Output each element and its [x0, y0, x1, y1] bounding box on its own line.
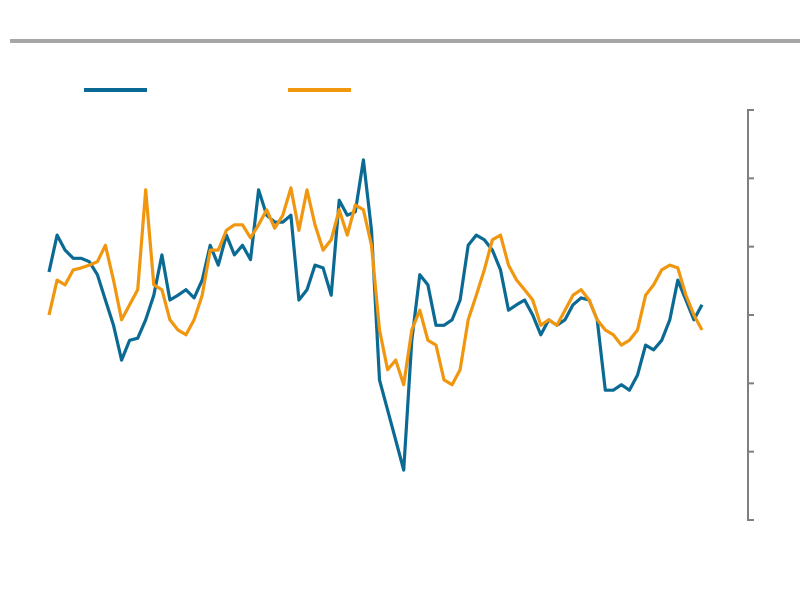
series-line: [47, 186, 704, 387]
